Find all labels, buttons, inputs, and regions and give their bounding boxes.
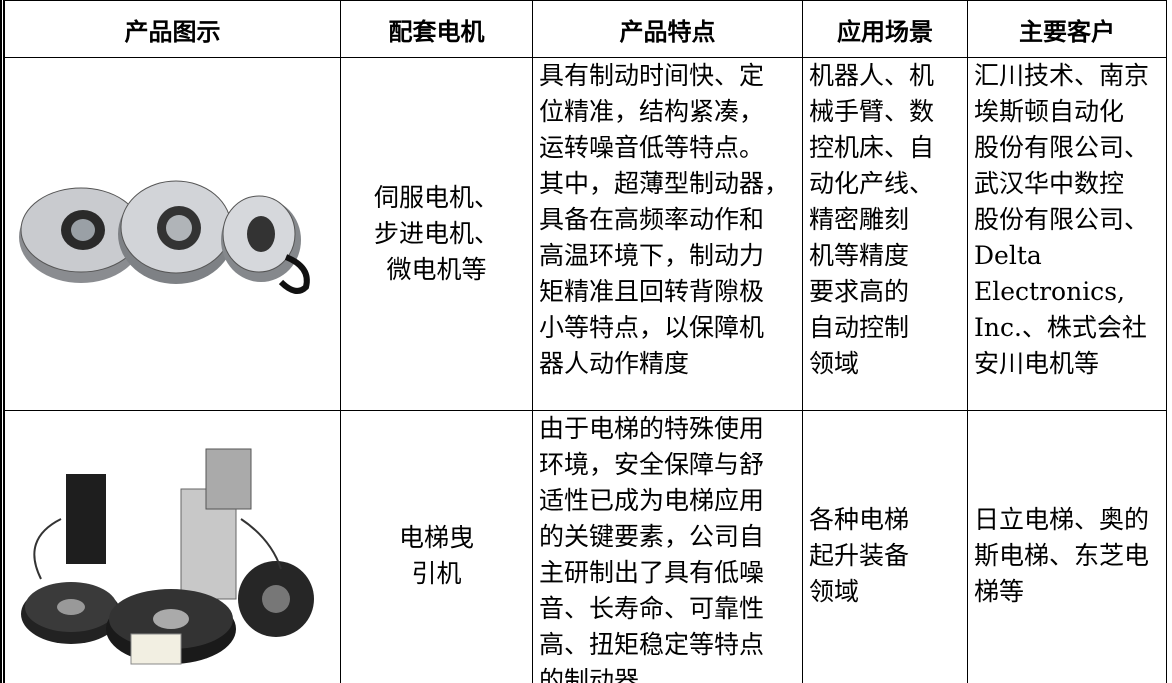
cell-line: 要求高的 [809, 277, 910, 306]
cell-line: 领域 [809, 577, 860, 606]
cell-line: 伺服电机、 [373, 183, 499, 212]
motor-cell: 电梯曳 引机 [340, 410, 533, 683]
header-cell: 产品特点 [532, 0, 803, 58]
customers-cell: 汇川技术、南京 埃斯顿自动化 股份有限公司、 武汉华中数控 股份有限公司、 Delta El… [967, 57, 1167, 411]
cell-line: 具备在高频率动作和 [539, 205, 765, 234]
cell-line: 器人动作精度 [539, 349, 690, 378]
cell-line: 汇川技术、南京 [974, 61, 1150, 90]
cell-line: 武汉华中数控 [974, 169, 1125, 198]
cell-line: 电梯曳 [398, 523, 474, 552]
row: 伺服电机、步进电机、微电机等 具有制动时间快、定 位精准，结构紧凑， 运转噪音低等特… [0, 57, 1167, 411]
row: 电梯曳引机 由于电梯的特殊使用 环境，安全保障与舒 适性已成为电梯应用 的关键要素，公… [0, 410, 1167, 683]
cell-line: Electronics, [974, 277, 1125, 306]
cell-line: 具有制动时间快、定 [539, 61, 765, 90]
header-cell: 配套电机 [340, 0, 533, 58]
cell-line: 其中，超薄型制动器， [539, 169, 790, 198]
cell-line: 梯等 [974, 577, 1025, 606]
cell-line: 机等精度 [809, 241, 910, 270]
header-cell: 应用场景 [802, 0, 968, 58]
cell-line: 领域 [809, 349, 860, 378]
cell-line: 械手臂、数 [809, 97, 935, 126]
scenes-cell: 各种电梯起升装备领域 [802, 410, 968, 683]
cell-line: 高温环境下，制动力 [539, 241, 765, 270]
cell-line: 微电机等 [386, 255, 487, 284]
cell-line: 环境，安全保障与舒 [539, 450, 765, 479]
cell-line: 各种电梯 [809, 505, 910, 534]
cell-line: 矩精准且回转背隙极 [539, 277, 765, 306]
cell-line: 日立电梯、奥的 [974, 505, 1150, 534]
product-image [19, 180, 310, 294]
cell-line: 埃斯顿自动化 [974, 97, 1125, 126]
cell-line: 控机床、自 [809, 133, 935, 162]
cell-line: Delta [974, 241, 1042, 270]
cell-line: 位精准，结构紧凑， [539, 97, 765, 126]
cell-line: 精密雕刻 [809, 205, 910, 234]
cell-line: 主研制出了具有低噪 [539, 558, 765, 587]
image-cell [0, 410, 341, 683]
features-cell: 具有制动时间快、定 位精准，结构紧凑， 运转噪音低等特点。 其中，超薄型制动器， 具备在… [532, 57, 803, 411]
cell-line: 步进电机、 [373, 219, 499, 248]
cell-line: 机器人、机 [809, 61, 935, 90]
cell-line: 起升装备 [809, 541, 910, 570]
motor-cell: 伺服电机、步进电机、微电机等 [340, 57, 533, 411]
cell-line: 高、扭矩稳定等特点 [539, 630, 765, 659]
cell-line: 股份有限公司、 [974, 133, 1150, 162]
header-cell: 主要客户 [967, 0, 1167, 58]
cell-line: 由于电梯的特殊使用 [539, 414, 765, 443]
cell-line: Inc.、株式会社 [974, 313, 1147, 342]
customers-cell: 日立电梯、奥的 斯电梯、东芝电 梯等 [967, 410, 1167, 683]
cell-line: 运转噪音低等特点。 [539, 133, 765, 162]
header-row: 产品图示 配套电机 产品特点 应用场景 主要客户 [0, 0, 1167, 58]
image-cell [0, 57, 341, 411]
header-cell: 产品图示 [0, 0, 341, 58]
cell-line: 引机 [411, 559, 462, 588]
cell-line: 斯电梯、东芝电 [974, 541, 1150, 570]
cell-line: 小等特点，以保障机 [539, 313, 765, 342]
cell-line: 适性已成为电梯应用 [539, 486, 765, 515]
cell-line: 安川电机等 [974, 349, 1100, 378]
product-image [21, 448, 314, 665]
features-cell: 由于电梯的特殊使用 环境，安全保障与舒 适性已成为电梯应用 的关键要素，公司自 主研制出… [532, 410, 803, 683]
cell-line: 的关键要素，公司自 [539, 522, 765, 551]
cell-line: 自动控制 [809, 313, 910, 342]
cell-line: 的制动器 [539, 666, 640, 683]
cell-line: 音、长寿命、可靠性 [539, 594, 765, 623]
scenes-cell: 机器人、机械手臂、数控机床、自动化产线、精密雕刻机等精度要求高的自动控制领域 [802, 57, 968, 411]
cell-line: 动化产线、 [809, 169, 935, 198]
cell-line: 股份有限公司、 [974, 205, 1150, 234]
